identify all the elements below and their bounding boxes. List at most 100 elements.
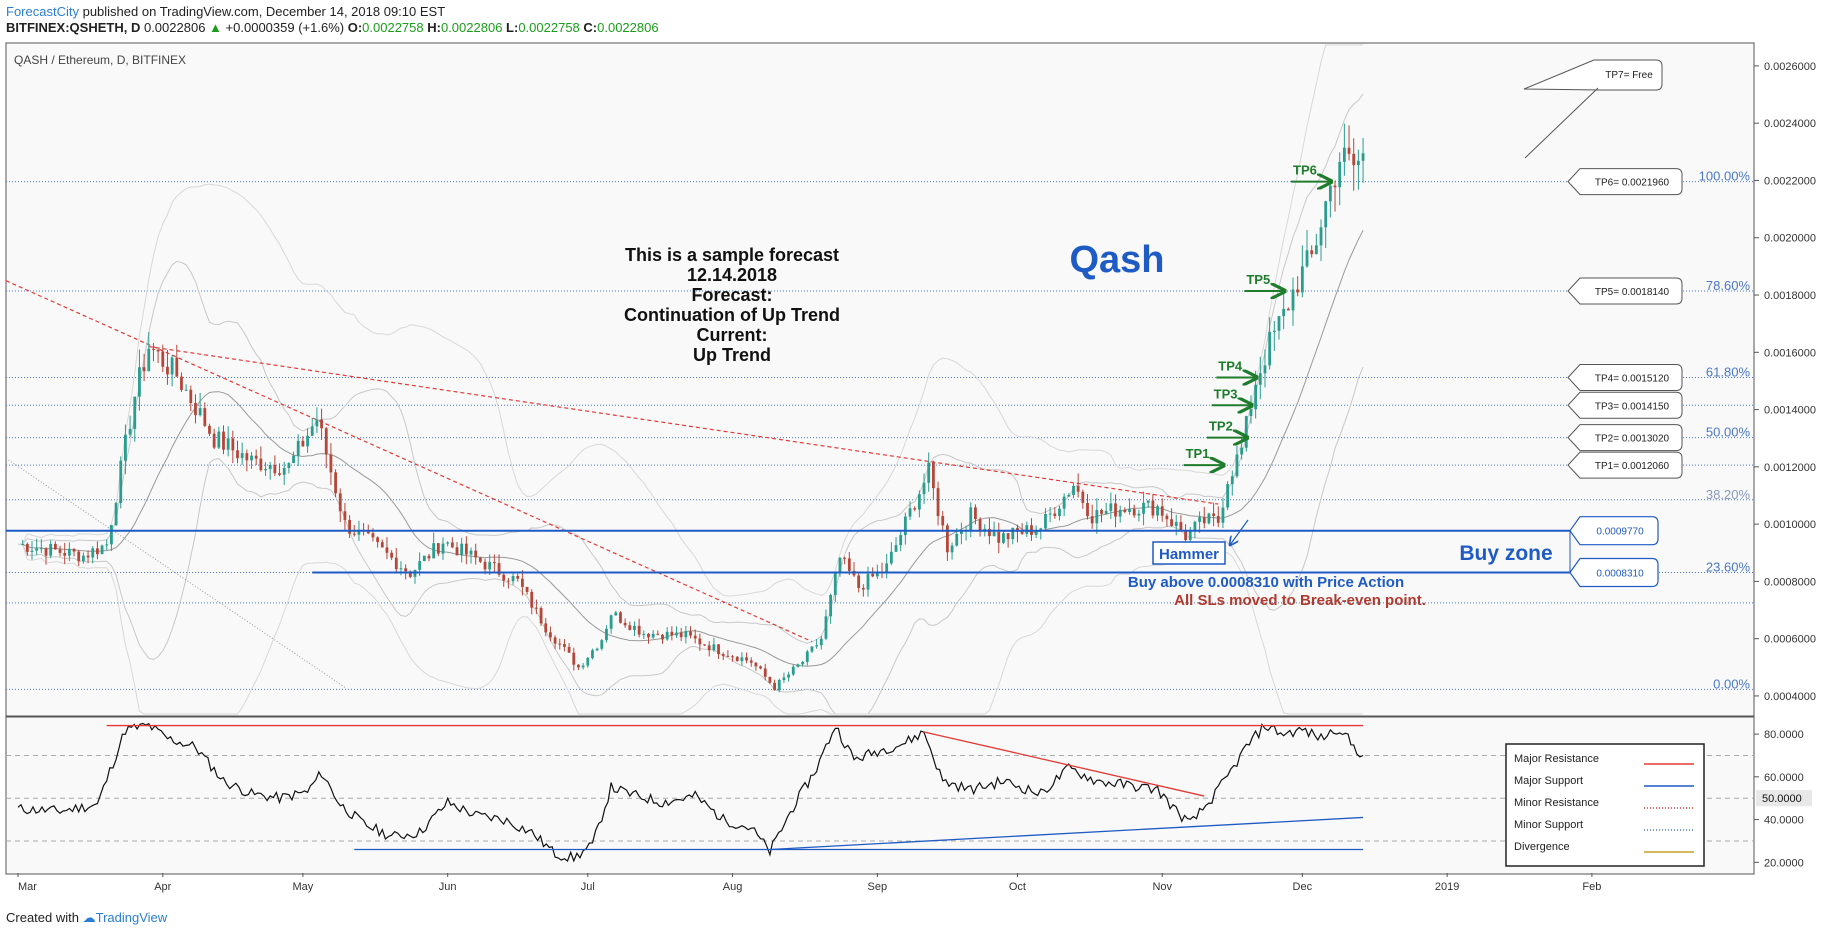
candle-body [1361, 153, 1365, 161]
stop-loss-note: All SLs moved to Break-even point. [1174, 592, 1426, 609]
candle-body [53, 543, 57, 550]
forecast-line-5: Current: [697, 325, 768, 345]
price-tick-label: 0.0018000 [1764, 290, 1816, 302]
candle-body [320, 419, 323, 429]
candle-body [642, 633, 646, 635]
candle-body [992, 532, 996, 537]
candle-body [226, 438, 230, 450]
time-axis[interactable]: Mar Apr May Jun Jul Aug Sep Oct Nov Dec 2019 Feb [17, 873, 1601, 893]
candle-body [1044, 514, 1047, 529]
legend-entry-label: Divergence [1514, 841, 1570, 853]
price-tick-label: 0.0016000 [1764, 347, 1816, 359]
candle-body [955, 533, 959, 546]
candle-body [847, 558, 851, 571]
rsi-pane[interactable] [5, 716, 1755, 875]
last-price: 0.0022806 [143, 20, 206, 35]
candle-body [829, 594, 833, 617]
candle-body [628, 625, 632, 630]
candle-body [1109, 503, 1113, 511]
candle-body [969, 507, 973, 531]
candle-body [908, 508, 912, 517]
candle-body [1263, 365, 1267, 374]
candle-body [278, 473, 281, 475]
fib-label: 50.00% [1706, 425, 1751, 440]
author-link[interactable]: ForecastCity [6, 4, 79, 19]
minor-trendline [5, 457, 346, 688]
candle-body [175, 357, 179, 377]
candle-body [450, 542, 454, 548]
legend-entry-label: Major Resistance [1514, 753, 1599, 765]
candle-body [1179, 522, 1183, 531]
candle-body [525, 586, 529, 592]
candle-body [997, 532, 1001, 543]
time-tick-label: Aug [723, 881, 743, 893]
candle-body [119, 460, 123, 504]
price-axis[interactable]: 0.0026000 0.0024000 0.0022000 0.0020000 0.00… [1754, 61, 1816, 703]
tp7-pointer [1524, 87, 1599, 159]
candle-body [142, 367, 146, 372]
support-tag [1569, 516, 1659, 546]
candle-body [903, 516, 907, 536]
tradingview-link[interactable]: TradingView [95, 910, 168, 925]
candle-body [371, 533, 375, 538]
candle-body [460, 543, 464, 556]
candle-body [1170, 519, 1173, 526]
target-callout [1567, 168, 1683, 196]
candle-body [1328, 185, 1332, 202]
candle-body [838, 557, 842, 573]
forecast-line-6: Up Trend [693, 345, 771, 365]
buy-zone-label: Buy zone [1459, 542, 1552, 565]
candle-body [511, 576, 515, 582]
band-line [17, 366, 1364, 715]
hammer-box [1152, 541, 1226, 565]
candle-body [287, 463, 291, 468]
up-arrow-icon: ▲ [209, 20, 222, 35]
candle-body [1174, 522, 1178, 526]
legend-entry-label: Major Support [1514, 775, 1583, 787]
candle-body [306, 435, 309, 447]
candle-body [600, 640, 604, 649]
high-label: H: [427, 20, 441, 35]
close-value: 0.0022806 [597, 20, 659, 35]
candle-body [39, 548, 43, 550]
candle-body [1235, 454, 1239, 477]
publish-line: ForecastCity published on TradingView.co… [6, 4, 659, 20]
candle-body [1067, 494, 1071, 497]
candle-body [917, 494, 921, 510]
candle-body [1086, 502, 1089, 517]
candle-body [100, 545, 104, 555]
candle-body [240, 453, 244, 459]
candle-body [614, 612, 618, 616]
candle-body [422, 555, 426, 562]
price-tick-label: 0.0012000 [1764, 462, 1816, 474]
open-value: 0.0022758 [362, 20, 424, 35]
candle-body [1025, 525, 1029, 534]
candle-body [1090, 516, 1094, 524]
symbol-label: BITFINEX:QSHETH, D [6, 20, 141, 35]
candle-body [796, 664, 800, 667]
candle-body [563, 644, 566, 647]
candle-body [1011, 527, 1015, 540]
candle-body [763, 668, 767, 677]
candle-body [773, 682, 776, 691]
candle-body [1249, 409, 1253, 417]
candle-body [801, 661, 805, 665]
candle-body [567, 646, 571, 653]
candle-body [352, 533, 356, 535]
candle-body [684, 631, 688, 638]
target-callout-label: TP3= 0.0014150 [1595, 401, 1670, 412]
candle-body [72, 548, 76, 552]
candle-body [656, 633, 660, 635]
main-pane[interactable] [5, 42, 1755, 717]
time-tick-label: Feb [1582, 881, 1601, 893]
candle-body [894, 545, 898, 552]
target-callout [1567, 451, 1683, 479]
candle-body [749, 660, 753, 663]
candle-body [1184, 530, 1187, 541]
candle-body [950, 545, 954, 553]
candle-body [1277, 316, 1281, 331]
candle-body [1324, 201, 1328, 228]
candle-body [693, 635, 697, 639]
fib-label: 38.20% [1706, 487, 1751, 502]
